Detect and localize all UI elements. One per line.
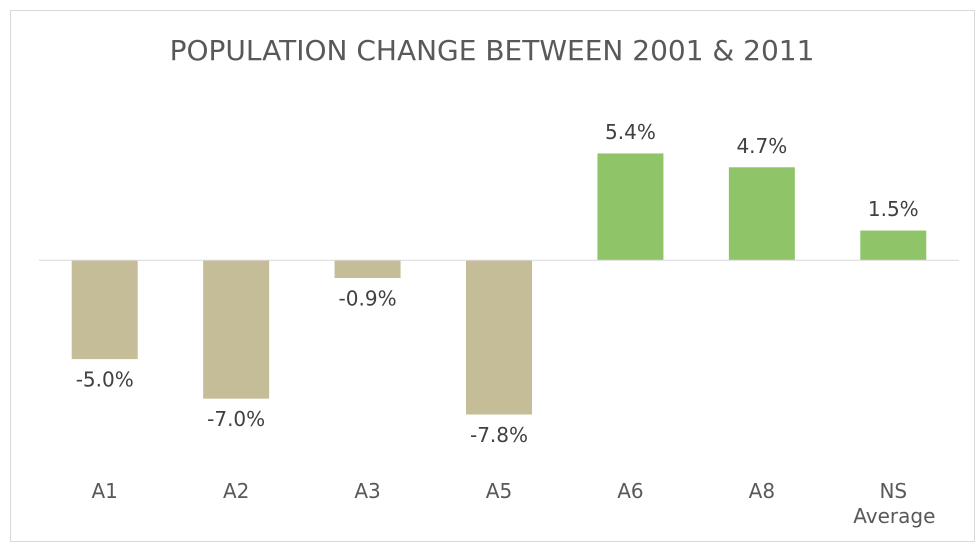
x-tick-label: A1 xyxy=(91,479,118,503)
data-label: -7.0% xyxy=(207,407,265,431)
x-tick-label: A8 xyxy=(748,479,776,503)
x-tick-label: A3 xyxy=(354,479,381,503)
x-tick-label: NS Average xyxy=(853,479,936,528)
bar xyxy=(334,260,401,279)
data-label: -5.0% xyxy=(76,368,134,392)
bar xyxy=(860,230,927,261)
bar xyxy=(728,167,795,261)
x-tick-label: A5 xyxy=(485,479,513,503)
data-label: 4.7% xyxy=(736,134,787,158)
bar xyxy=(71,260,138,360)
bar xyxy=(203,260,270,399)
x-tick-label: A2 xyxy=(222,479,250,503)
data-label: 5.4% xyxy=(605,120,656,144)
data-label: 1.5% xyxy=(868,197,919,221)
data-label: -0.9% xyxy=(339,287,397,311)
data-label: -7.8% xyxy=(470,423,528,447)
chart-title: POPULATION CHANGE BETWEEN 2001 & 2011 xyxy=(170,34,815,67)
bar xyxy=(597,153,664,261)
bar xyxy=(466,260,532,415)
x-tick-label: A6 xyxy=(617,479,644,503)
